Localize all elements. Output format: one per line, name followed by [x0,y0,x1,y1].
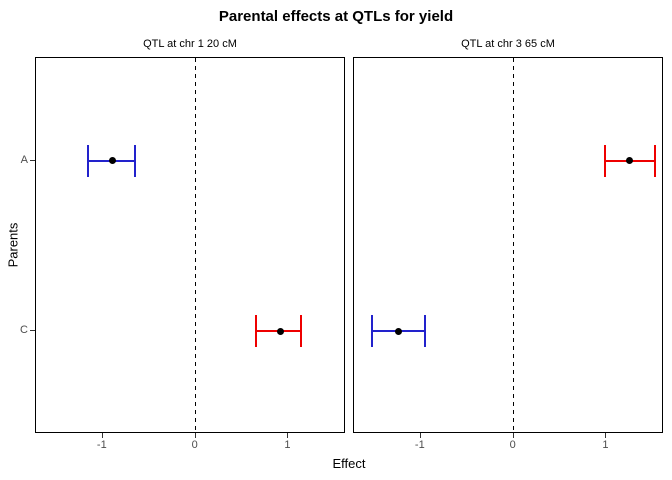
y-tick-mark [30,159,35,161]
facet-panel-1 [35,57,345,433]
x-tick-label: -1 [96,439,107,451]
x-axis-title: Effect [332,456,366,471]
x-tick-mark [419,433,421,438]
error-bar-cap-right [134,144,137,177]
x-tick-label: 0 [191,439,198,451]
error-bar-cap-left [254,315,257,348]
y-tick-mark [30,330,35,332]
error-bar-cap-right [423,315,426,348]
x-tick-label: -1 [414,439,425,451]
x-tick-mark [512,433,514,438]
chart-title: Parental effects at QTLs for yield [218,8,454,25]
zero-line [195,58,197,432]
estimate-point [276,327,284,335]
facet-panel-2 [353,57,663,433]
y-axis-title: Parents [5,222,21,268]
x-tick-mark [101,433,103,438]
estimate-point [108,157,116,165]
zero-line [513,58,515,432]
x-tick-mark [287,433,289,438]
x-tick-label: 0 [509,439,516,451]
x-tick-label: 1 [284,439,291,451]
facet-strip-2: QTL at chr 3 65 cM [461,38,555,50]
error-bar-cap-right [653,144,656,177]
facet-strip-1: QTL at chr 1 20 cM [143,38,237,50]
x-tick-label: 1 [602,439,609,451]
y-tick-label: A [20,153,28,166]
estimate-point [395,327,403,335]
error-bar-cap-left [86,144,89,177]
error-bar-cap-left [603,144,606,177]
x-tick-mark [194,433,196,438]
error-bar-cap-left [370,315,373,348]
y-tick-label: C [20,324,28,337]
estimate-point [626,157,634,165]
x-tick-mark [605,433,607,438]
error-bar-cap-right [300,315,303,348]
